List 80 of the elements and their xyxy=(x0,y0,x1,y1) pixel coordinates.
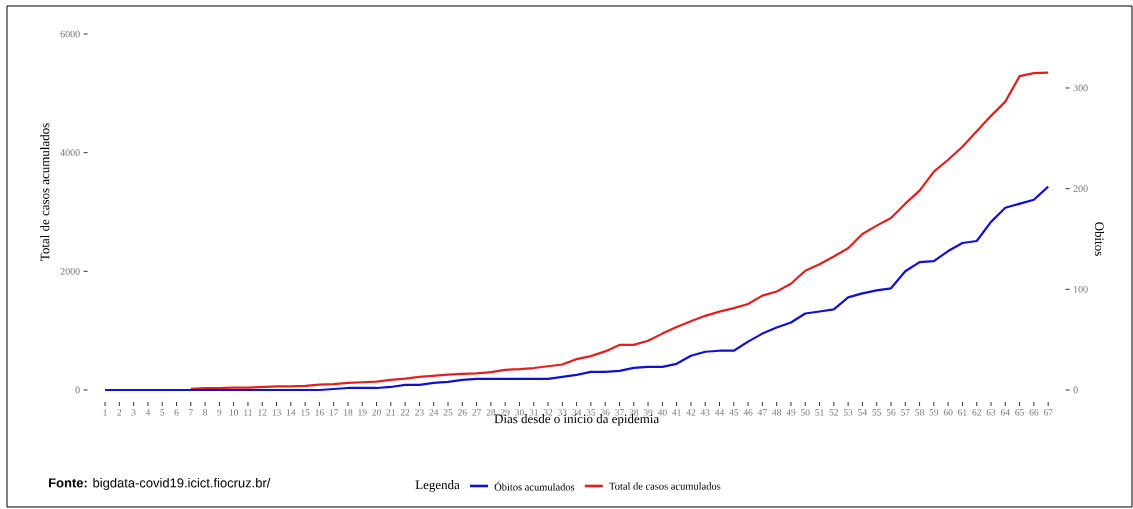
x-tick-label: 27 xyxy=(472,409,482,416)
x-tick-label: 29 xyxy=(500,409,510,416)
legend-title: Legenda xyxy=(415,480,460,492)
x-tick-label: 9 xyxy=(217,409,222,416)
x-tick-label: 64 xyxy=(1000,409,1010,416)
x-tick-label: 62 xyxy=(972,409,981,416)
x-tick-label: 53 xyxy=(843,409,853,416)
y2-tick-label: 100 xyxy=(1074,285,1088,293)
x-tick-label: 49 xyxy=(786,409,796,416)
x-tick-label: 43 xyxy=(700,409,710,416)
x-tick-label: 56 xyxy=(886,409,896,416)
x-tick-label: 13 xyxy=(272,409,281,416)
x-tick-label: 4 xyxy=(145,409,151,416)
x-tick-label: 16 xyxy=(315,409,324,416)
x-tick-label: 17 xyxy=(329,409,339,416)
x-tick-label: 34 xyxy=(572,409,582,416)
x-tick-label: 61 xyxy=(958,409,967,416)
text: Fonte: bigdata-covid19.icict.fiocruz.br/ xyxy=(49,477,271,491)
x-tick-label: 57 xyxy=(901,409,910,416)
x-tick-label: 50 xyxy=(801,409,810,416)
x-tick-label: 2 xyxy=(117,409,122,416)
x-tick-label: 59 xyxy=(929,409,939,416)
x-tick-label: 23 xyxy=(415,409,424,416)
x-tick-label: 14 xyxy=(286,409,296,416)
legend-label: Total de casos acumulados xyxy=(609,482,721,490)
x-tick-label: 36 xyxy=(600,409,610,416)
y2-axis-title: Obitos xyxy=(1094,222,1105,256)
y-tick-label: 4000 xyxy=(60,149,80,157)
x-tick-label: 40 xyxy=(657,409,667,416)
x-tick-label: 35 xyxy=(586,409,596,416)
y-tick-label: 2000 xyxy=(60,267,80,275)
y-tick-label: 6000 xyxy=(60,30,80,38)
x-tick-label: 28 xyxy=(486,409,496,416)
y2-tick-label: 0 xyxy=(1073,386,1078,394)
x-tick-label: 47 xyxy=(757,409,767,416)
x-tick-label: 22 xyxy=(400,409,410,416)
y-axis-title: Total de casos acumulados xyxy=(40,123,50,261)
x-tick-label: 18 xyxy=(344,409,353,416)
x-tick-label: 24 xyxy=(429,409,439,416)
x-tick-label: 46 xyxy=(743,409,753,416)
x-tick-label: 11 xyxy=(244,409,252,416)
x-tick-label: 45 xyxy=(729,409,739,416)
x-tick-label: 32 xyxy=(543,409,553,416)
y2-tick-label: 300 xyxy=(1073,84,1088,92)
x-tick-label: 51 xyxy=(815,409,824,416)
x-tick-label: 1 xyxy=(103,409,107,416)
x-tick-label: 6 xyxy=(174,409,179,416)
x-tick-label: 42 xyxy=(686,409,696,416)
x-tick-label: 54 xyxy=(858,409,867,416)
x-tick-label: 19 xyxy=(358,409,367,416)
x-tick-label: 39 xyxy=(643,409,653,416)
x-tick-label: 15 xyxy=(301,409,310,416)
x-tick-label: 21 xyxy=(386,409,396,416)
x-tick-label: 25 xyxy=(443,409,453,416)
x-tick-label: 48 xyxy=(772,409,782,416)
x-tick-label: 8 xyxy=(203,409,208,416)
x-tick-label: 20 xyxy=(372,409,381,416)
x-tick-label: 30 xyxy=(515,409,524,416)
x-tick-label: 63 xyxy=(986,409,996,416)
x-tick-label: 5 xyxy=(160,409,165,416)
x-tick-label: 33 xyxy=(558,409,567,416)
y2-tick-label: 200 xyxy=(1073,185,1088,193)
x-tick-label: 67 xyxy=(1043,409,1053,416)
x-tick-label: 41 xyxy=(672,409,681,416)
x-tick-label: 65 xyxy=(1015,409,1024,416)
x-tick-label: 31 xyxy=(529,409,538,416)
x-tick-label: 10 xyxy=(229,409,239,416)
x-tick-label: 3 xyxy=(131,409,136,416)
x-tick-label: 37 xyxy=(615,409,624,416)
x-tick-label: 44 xyxy=(714,409,725,416)
x-tick-label: 55 xyxy=(872,409,882,416)
x-tick-label: 12 xyxy=(258,409,267,416)
x-tick-label: 52 xyxy=(829,409,839,416)
x-tick-label: 66 xyxy=(1029,409,1039,416)
x-tick-label: 26 xyxy=(457,409,467,416)
y-tick-label: 0 xyxy=(75,386,80,394)
x-tick-label: 60 xyxy=(943,409,953,416)
legend-label: Óbitos acumulados xyxy=(494,481,575,491)
x-tick-label: 58 xyxy=(915,409,924,416)
x-tick-label: 7 xyxy=(189,409,193,416)
